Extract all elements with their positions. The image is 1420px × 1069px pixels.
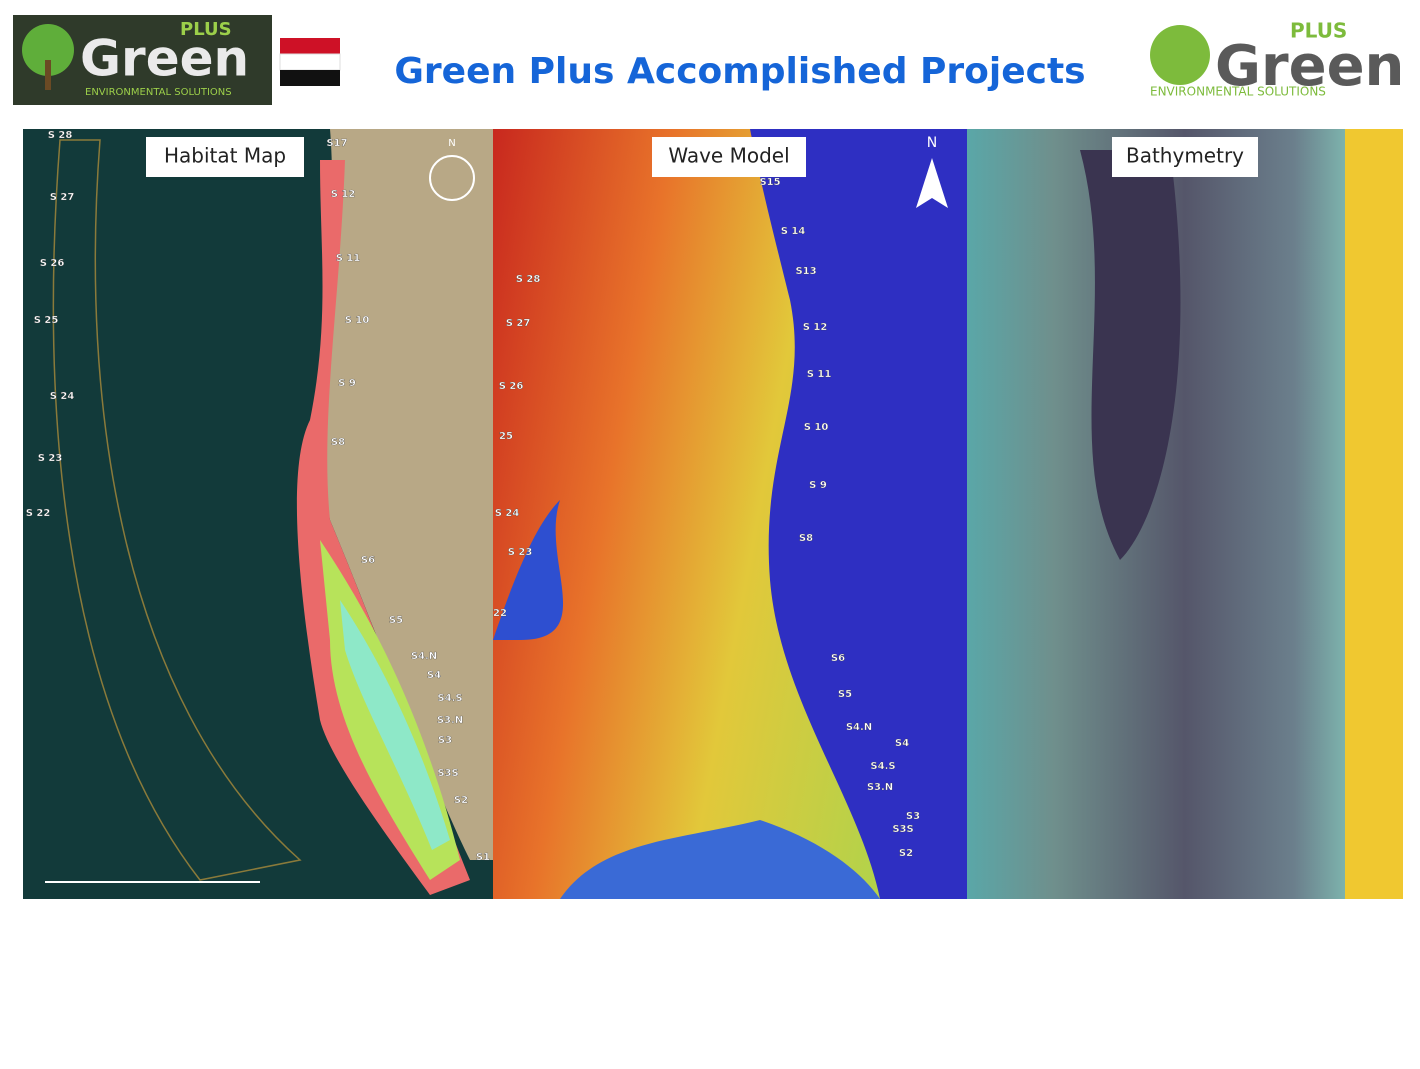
logo-brand: Green	[80, 30, 249, 88]
station-label: S 25	[34, 315, 59, 326]
station-label: S 9	[809, 480, 827, 491]
bathymetry	[967, 129, 1403, 899]
compass-label: N	[927, 135, 937, 151]
chart-margin	[1345, 129, 1403, 899]
logo-plus: PLUS	[1290, 19, 1347, 43]
station-label: S4	[427, 670, 441, 681]
station-label: S1	[476, 852, 490, 863]
panel-label: Wave Model	[668, 144, 789, 168]
station-label: S 14	[781, 226, 806, 237]
north-arrow	[916, 158, 948, 208]
compass-label: N	[448, 138, 455, 149]
station-label: S3.N	[867, 782, 893, 793]
station-label: S15	[759, 177, 780, 188]
flag	[280, 70, 340, 86]
station-label: S 27	[50, 192, 75, 203]
panel-label-box	[1112, 137, 1258, 177]
station-label: S3S	[437, 768, 458, 779]
station-label: S13	[795, 266, 816, 277]
station-label: S3	[438, 735, 452, 746]
station-label: S 9	[338, 378, 356, 389]
deep-water	[560, 820, 880, 899]
logo-tagline: ENVIRONMENTAL SOLUTIONS	[1150, 85, 1326, 99]
station-label: S 11	[336, 253, 361, 264]
station-label: S4.N	[846, 722, 872, 733]
logo-brand: Green	[1215, 34, 1404, 99]
station-label: S3S	[892, 824, 913, 835]
station-label: 25	[499, 431, 513, 442]
station-label: S 10	[804, 422, 829, 433]
station-label: S4.S	[870, 761, 895, 772]
title: Green Plus Accomplished Projects	[394, 51, 1085, 92]
station-label: S8	[331, 437, 345, 448]
station-label: S2	[899, 848, 913, 859]
station-label: S 12	[331, 189, 356, 200]
station-label: S5	[389, 615, 403, 626]
station-label: S 27	[506, 318, 531, 329]
station-label: S 24	[50, 391, 75, 402]
contour	[52, 139, 302, 881]
station-label: S 23	[38, 453, 63, 464]
station-label: S4.N	[411, 651, 437, 662]
station-label: S6	[361, 555, 375, 566]
flag	[279, 53, 341, 71]
logo-tree	[22, 24, 74, 76]
station-label: S 24	[495, 508, 520, 519]
station-label: S17	[326, 138, 347, 149]
trench	[1080, 150, 1181, 560]
logo-tagline: ENVIRONMENTAL SOLUTIONS	[85, 87, 232, 98]
habitat-band	[340, 600, 450, 850]
station-label: S 10	[345, 315, 370, 326]
land	[322, 129, 493, 860]
station-label: S2	[454, 795, 468, 806]
panel-label: Bathymetry	[1126, 144, 1244, 168]
station-label: S4	[895, 738, 909, 749]
station-label: S6	[831, 653, 845, 664]
station-label: 22	[493, 608, 507, 619]
station-label: S 12	[803, 322, 828, 333]
station-label: S 26	[499, 381, 524, 392]
logo-trunk	[45, 60, 51, 90]
station-label: S3	[906, 811, 920, 822]
panel-label-box	[146, 137, 304, 177]
station-label: S 28	[48, 130, 73, 141]
panel-label: Habitat Map	[164, 144, 286, 168]
logo-plus: PLUS	[180, 19, 232, 40]
station-label: S 23	[508, 547, 533, 558]
station-label: S8	[799, 533, 813, 544]
station-label: S 26	[40, 258, 65, 269]
station-label: S 28	[516, 274, 541, 285]
deep-water	[750, 129, 967, 899]
station-label: S 22	[26, 508, 51, 519]
panel-label-box	[652, 137, 806, 177]
logo-tree	[1150, 25, 1210, 85]
flag	[280, 38, 340, 54]
station-label: S3.N	[437, 715, 463, 726]
station-label: S5	[838, 689, 852, 700]
deep-water	[493, 500, 564, 640]
habitat-band	[296, 160, 470, 895]
station-label: S4.S	[437, 693, 462, 704]
compass	[429, 155, 475, 201]
station-label: S 11	[807, 369, 832, 380]
